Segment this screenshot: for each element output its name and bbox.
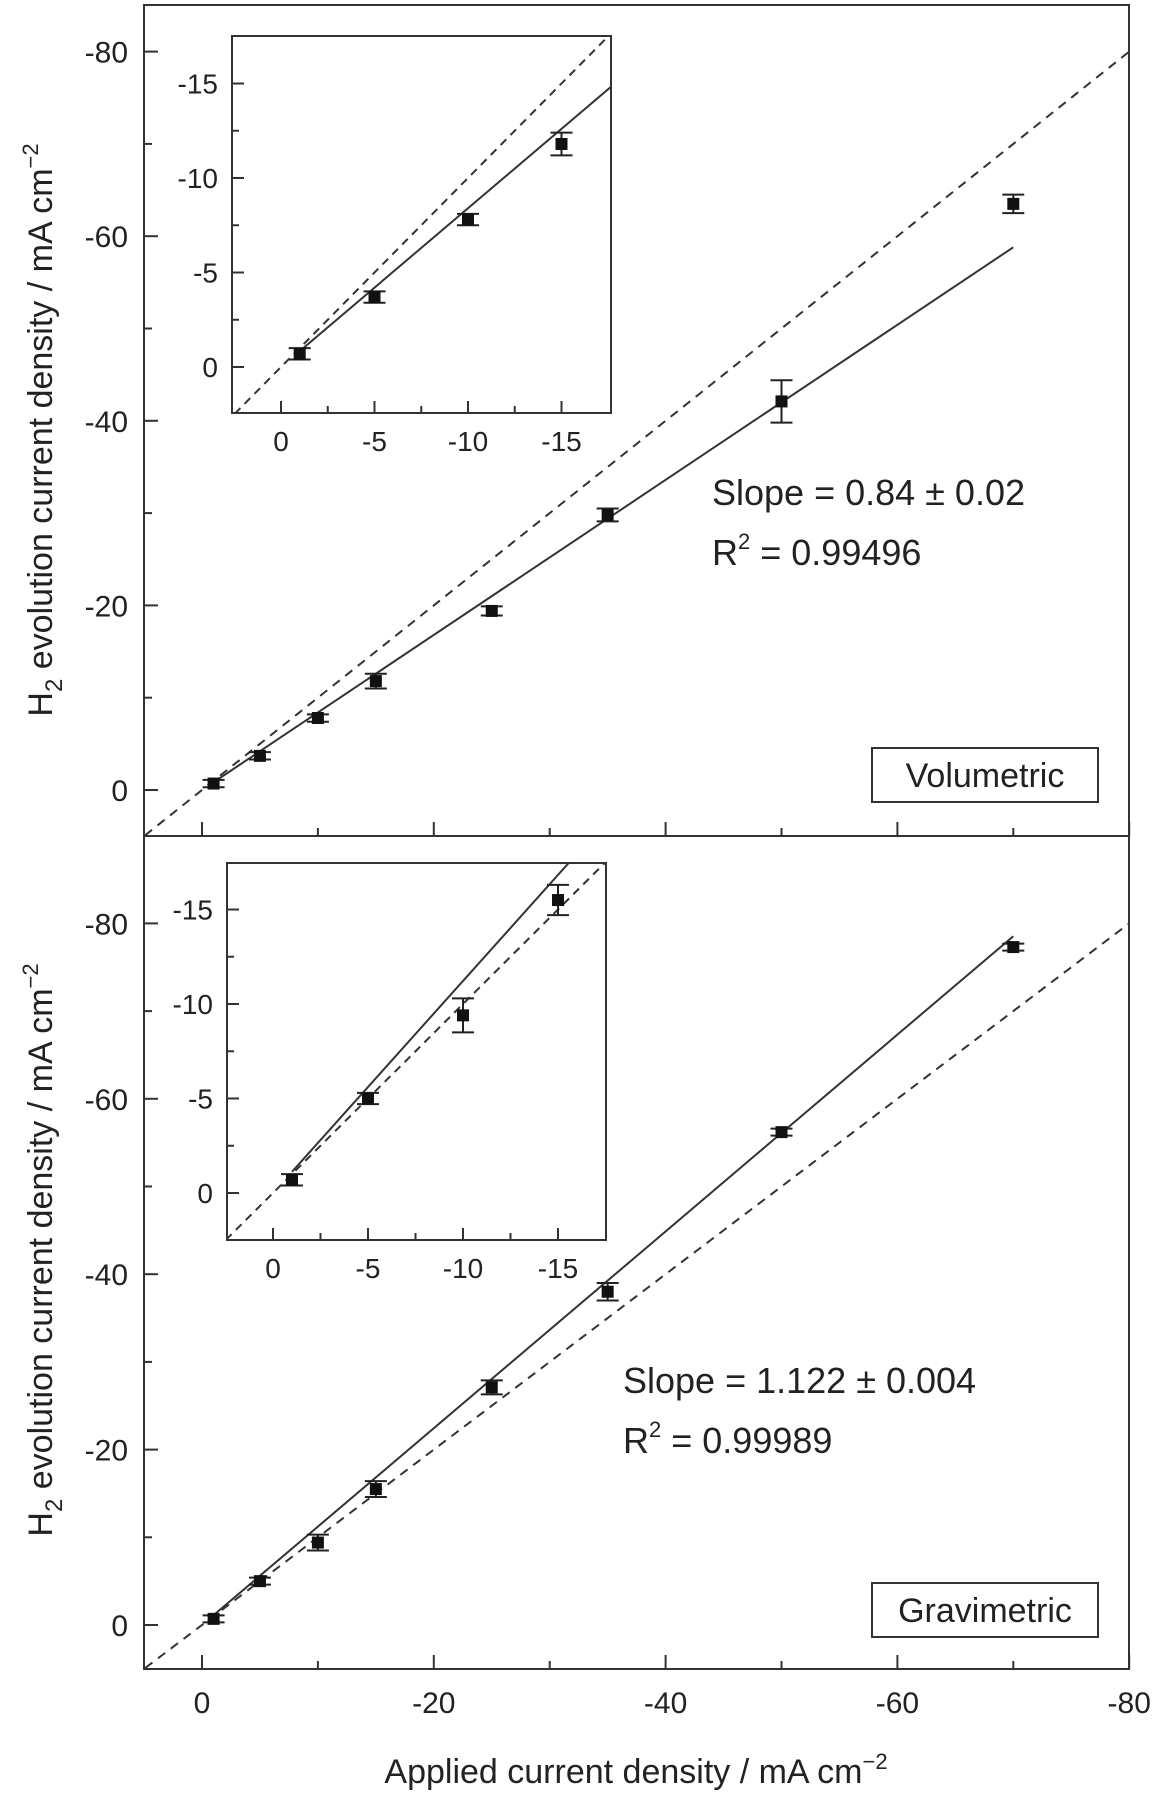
y-tick-label: -60 bbox=[85, 1084, 128, 1117]
panel-tag-box bbox=[871, 1582, 1099, 1638]
data-point-square bbox=[369, 1483, 382, 1496]
x-tick-label: -40 bbox=[644, 1687, 687, 1720]
r-sup: 2 bbox=[738, 529, 750, 554]
inset-x-tick-label: 0 bbox=[265, 1253, 281, 1284]
inset-y-tick-label: 0 bbox=[197, 1178, 213, 1209]
data-point-square bbox=[601, 508, 614, 521]
inset-x-tick-label: -10 bbox=[448, 426, 488, 457]
inset-y-tick-label: -10 bbox=[178, 163, 218, 194]
data-point-square bbox=[253, 1575, 266, 1588]
x-axis-title: Applied current density / mA cm−2 bbox=[384, 1749, 887, 1791]
inset-data-point-square bbox=[552, 894, 564, 907]
data-point-square bbox=[485, 1381, 498, 1394]
plot-frame bbox=[143, 835, 1130, 1670]
r-squared-annotation: R2 = 0.99496 bbox=[712, 529, 921, 573]
inset-x-tick-label: 0 bbox=[273, 426, 289, 457]
inset-data-point-square bbox=[462, 213, 474, 226]
inset-y-tick-label: -10 bbox=[173, 989, 213, 1020]
data-point-square bbox=[601, 1285, 614, 1298]
inset-data-point-square bbox=[293, 347, 306, 360]
plot-area bbox=[144, 922, 1129, 1669]
inset-data-point-square bbox=[555, 137, 568, 150]
reference-line-dashed bbox=[144, 50, 1129, 836]
inset-y-tick-label: -15 bbox=[173, 895, 213, 926]
volumetric-panel: 0 -20 -40 -60 -80 Slope = 0.84 ± 0.02 R2 = 0.9… bbox=[85, 4, 1131, 837]
x-tick-label: -80 bbox=[1108, 1687, 1151, 1720]
inset-x-tick-label: -5 bbox=[356, 1253, 381, 1284]
x-tick-label: -20 bbox=[412, 1687, 455, 1720]
r-label: R bbox=[712, 532, 738, 573]
data-point-square bbox=[775, 395, 788, 408]
y-tick-label: -80 bbox=[85, 908, 128, 941]
data-point-square bbox=[253, 749, 266, 762]
y-tick-label: -40 bbox=[85, 1259, 128, 1292]
data-point-square bbox=[311, 1536, 324, 1549]
gravimetric-panel: 0 -20 -40 -60 -80 0 -20 -40 -60 -80 Slope = 1.122 … bbox=[85, 835, 1151, 1720]
inset-data-point-square bbox=[286, 1173, 298, 1186]
slope-annotation: Slope = 0.84 ± 0.02 bbox=[712, 472, 1025, 513]
inset-y-tick-label: -15 bbox=[178, 69, 218, 100]
r-squared-annotation: R2 = 0.99989 bbox=[623, 1417, 832, 1461]
r-sup: 2 bbox=[649, 1417, 661, 1442]
inset-y-tick-label: 0 bbox=[202, 352, 218, 383]
inset-plot-area bbox=[227, 863, 606, 1240]
inset-data-point-square bbox=[362, 1092, 374, 1105]
data-point-square bbox=[369, 675, 382, 688]
data-point-square bbox=[775, 1126, 788, 1139]
inset-data-point-square bbox=[457, 1009, 469, 1022]
y-tick-label: 0 bbox=[111, 1610, 128, 1643]
slope-annotation: Slope = 1.122 ± 0.004 bbox=[623, 1360, 976, 1401]
r-value: = 0.99496 bbox=[750, 532, 921, 573]
data-point-square bbox=[207, 1612, 220, 1625]
y-tick-label: -60 bbox=[85, 221, 128, 254]
panel-tag-label: Gravimetric bbox=[898, 1592, 1072, 1630]
x-tick-label: 0 bbox=[194, 1687, 211, 1720]
data-point-square bbox=[1007, 197, 1020, 210]
panel-tag-label: Volumetric bbox=[906, 757, 1065, 795]
y-tick-label: -40 bbox=[85, 406, 128, 439]
inset-plot-area bbox=[234, 36, 611, 413]
bottom-y-axis-title: H2 evolution current density / mA cm−2 bbox=[18, 963, 68, 1536]
x-tick-label: -60 bbox=[876, 1687, 919, 1720]
data-point-square bbox=[1007, 941, 1020, 954]
top-y-axis-title: H2 evolution current density / mA cm−2 bbox=[18, 143, 68, 716]
inset-fit-line bbox=[299, 85, 611, 352]
inset-x-tick-label: -10 bbox=[443, 1253, 483, 1284]
y-tick-label: -80 bbox=[85, 37, 128, 70]
inset-y-tick-label: -5 bbox=[193, 258, 218, 289]
data-point-square bbox=[207, 777, 220, 790]
y-tick-label: -20 bbox=[85, 590, 128, 623]
data-point-square bbox=[311, 712, 324, 725]
fit-line bbox=[212, 935, 1014, 1616]
inset-x-tick-label: -5 bbox=[362, 426, 387, 457]
inset-y-tick-label: -5 bbox=[188, 1084, 213, 1115]
y-tick-label: -20 bbox=[85, 1435, 128, 1468]
inset-x-tick-label: -15 bbox=[538, 1253, 578, 1284]
inset-fit-line bbox=[291, 863, 571, 1173]
r-label: R bbox=[623, 1420, 649, 1461]
panel-tag-box bbox=[871, 747, 1099, 803]
y-tick-label: 0 bbox=[111, 775, 128, 808]
plot-area bbox=[144, 50, 1129, 836]
inset-frame bbox=[231, 35, 612, 414]
inset-x-tick-label: -15 bbox=[541, 426, 581, 457]
r-value: = 0.99989 bbox=[661, 1420, 832, 1461]
data-point-square bbox=[485, 604, 498, 617]
inset-data-point-square bbox=[368, 291, 381, 304]
